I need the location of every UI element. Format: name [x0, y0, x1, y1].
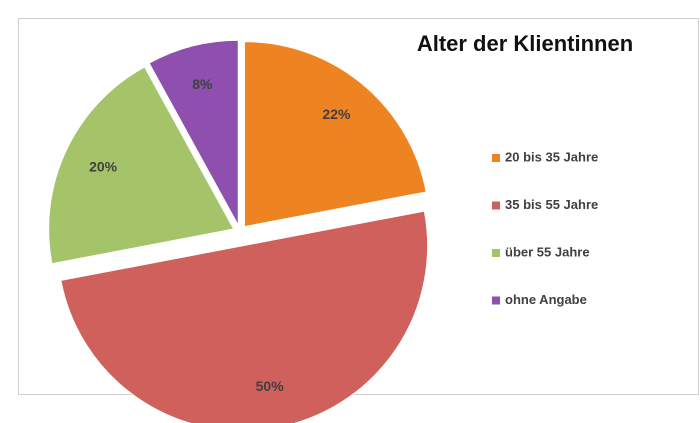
- data-label: 20%: [89, 158, 118, 174]
- pie-slice: [60, 210, 429, 423]
- chart-title: Alter der Klientinnen: [417, 31, 633, 56]
- legend-label: 20 bis 35 Jahre: [505, 149, 598, 164]
- legend-label: 35 bis 55 Jahre: [505, 197, 598, 212]
- legend-label: ohne Angabe: [505, 292, 587, 307]
- pie-slice: [48, 66, 235, 265]
- pie-slice: [148, 39, 239, 226]
- legend-swatch: [492, 296, 500, 305]
- data-label: 22%: [322, 106, 351, 122]
- data-label: 8%: [192, 76, 213, 92]
- legend-label: über 55 Jahre: [505, 244, 590, 259]
- legend-swatch: [492, 249, 500, 257]
- chart-frame: [18, 18, 699, 395]
- data-label: 50%: [256, 378, 285, 394]
- legend-swatch: [492, 154, 500, 162]
- pie-slice: [243, 41, 427, 228]
- legend-swatch: [492, 201, 500, 210]
